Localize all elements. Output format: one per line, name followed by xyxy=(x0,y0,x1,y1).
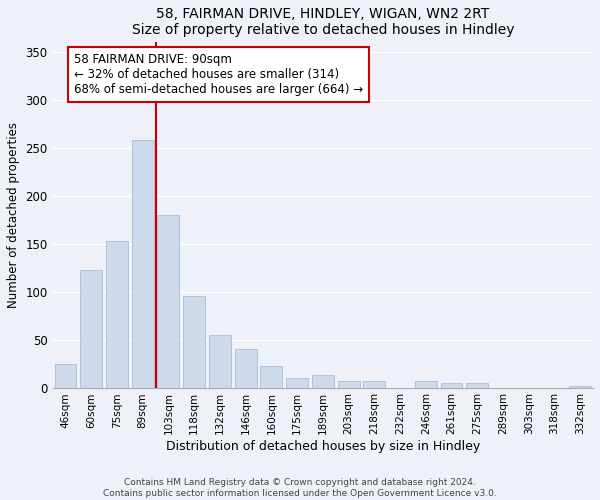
Bar xyxy=(312,375,334,388)
Bar xyxy=(183,296,205,388)
Bar xyxy=(157,215,179,388)
Bar xyxy=(440,382,463,388)
Bar xyxy=(466,382,488,388)
X-axis label: Distribution of detached houses by size in Hindley: Distribution of detached houses by size … xyxy=(166,440,480,453)
Title: 58, FAIRMAN DRIVE, HINDLEY, WIGAN, WN2 2RT
Size of property relative to detached: 58, FAIRMAN DRIVE, HINDLEY, WIGAN, WN2 2… xyxy=(131,7,514,37)
Text: Contains HM Land Registry data © Crown copyright and database right 2024.
Contai: Contains HM Land Registry data © Crown c… xyxy=(103,478,497,498)
Y-axis label: Number of detached properties: Number of detached properties xyxy=(7,122,20,308)
Bar xyxy=(415,381,437,388)
Bar xyxy=(235,349,257,388)
Bar xyxy=(55,364,76,388)
Bar xyxy=(338,381,359,388)
Text: 58 FAIRMAN DRIVE: 90sqm
← 32% of detached houses are smaller (314)
68% of semi-d: 58 FAIRMAN DRIVE: 90sqm ← 32% of detache… xyxy=(74,53,364,96)
Bar xyxy=(286,378,308,388)
Bar xyxy=(106,241,128,388)
Bar xyxy=(132,140,154,388)
Bar xyxy=(209,335,231,388)
Bar xyxy=(364,381,385,388)
Bar xyxy=(260,366,283,388)
Bar xyxy=(569,386,591,388)
Bar xyxy=(80,270,102,388)
